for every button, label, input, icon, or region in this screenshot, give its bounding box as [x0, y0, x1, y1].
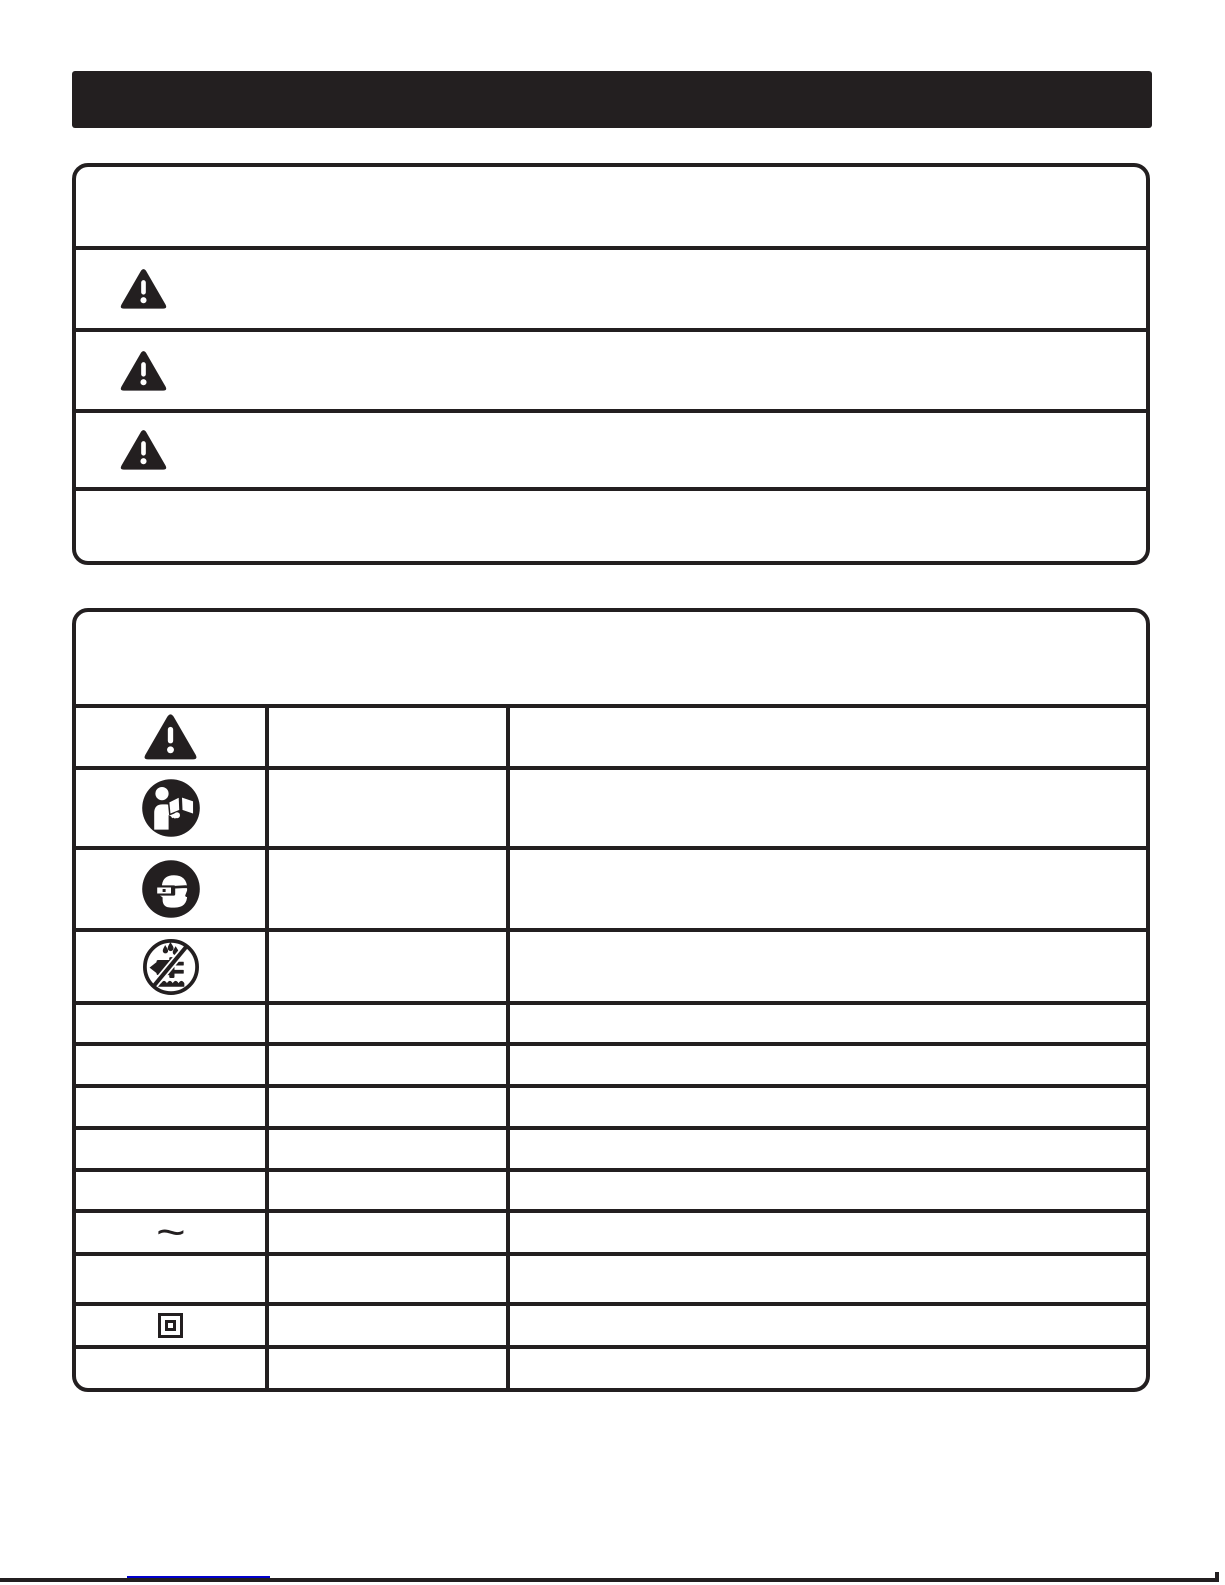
table-row: ~ — [76, 1207, 1146, 1257]
name-cell — [269, 1088, 510, 1126]
symbol-cell — [76, 850, 269, 928]
name-cell — [269, 1130, 510, 1168]
table-row — [76, 846, 1146, 928]
name-cell — [269, 1256, 510, 1302]
name-cell — [269, 1306, 510, 1345]
page-edge-corner-tick — [1215, 1572, 1219, 1578]
class-ii-inner-square — [165, 1320, 176, 1331]
warning-row — [76, 409, 1146, 487]
table-row — [76, 928, 1146, 1001]
symbol-cell — [76, 708, 269, 766]
symbol-cell: ~ — [76, 1207, 269, 1257]
table-row — [76, 1345, 1146, 1388]
name-cell — [269, 1349, 510, 1388]
symbols-table-header — [76, 612, 1146, 704]
safety-alert-triangle-icon — [120, 430, 167, 470]
table-row — [76, 1168, 1146, 1209]
safety-alert-triangle-icon — [144, 714, 197, 760]
warning-row — [76, 328, 1146, 409]
designation-cell — [510, 1172, 1146, 1209]
warning-row — [76, 246, 1146, 328]
designation-cell — [510, 1213, 1146, 1252]
symbol-cell — [76, 770, 269, 846]
name-cell — [269, 932, 510, 1001]
read-operators-manual-icon — [140, 778, 201, 838]
symbol-cell — [76, 1349, 269, 1388]
table-row — [76, 704, 1146, 766]
name-cell — [269, 770, 510, 846]
page-edge-line — [0, 1572, 1219, 1582]
name-cell — [269, 1046, 510, 1084]
designation-cell — [510, 1256, 1146, 1302]
name-cell — [269, 850, 510, 928]
table-row — [76, 1042, 1146, 1084]
designation-cell — [510, 1046, 1146, 1084]
symbol-cell — [76, 1088, 269, 1126]
designation-cell — [510, 708, 1146, 766]
designation-cell — [510, 1005, 1146, 1042]
notice-intro — [76, 167, 1146, 246]
designation-cell — [510, 1130, 1146, 1168]
table-row — [76, 1126, 1146, 1168]
designation-cell — [510, 770, 1146, 846]
table-row — [76, 1302, 1146, 1345]
table-row — [76, 1252, 1146, 1302]
symbols-table: ~ — [72, 608, 1150, 1392]
symbol-cell — [76, 1256, 269, 1302]
symbol-cell — [76, 1130, 269, 1168]
section-title-bar — [72, 71, 1152, 128]
symbol-cell — [76, 1306, 269, 1345]
class-ii-double-insulated-icon — [158, 1313, 183, 1338]
warning-notice-box — [72, 163, 1150, 565]
designation-cell — [510, 932, 1146, 1001]
safety-alert-triangle-icon — [120, 269, 167, 309]
safety-alert-triangle-icon — [120, 350, 167, 391]
symbol-cell — [76, 1005, 269, 1042]
name-cell — [269, 708, 510, 766]
name-cell — [269, 1172, 510, 1209]
symbol-cell — [76, 1172, 269, 1209]
table-row — [76, 1084, 1146, 1126]
name-cell — [269, 1005, 510, 1042]
table-row — [76, 1001, 1146, 1042]
designation-cell — [510, 1349, 1146, 1388]
table-row — [76, 766, 1146, 846]
designation-cell — [510, 1306, 1146, 1345]
notice-note — [76, 487, 1146, 561]
symbol-cell — [76, 1046, 269, 1084]
designation-cell — [510, 850, 1146, 928]
symbol-cell — [76, 932, 269, 1001]
footer-link[interactable] — [127, 1560, 270, 1579]
alternating-current-symbol: ~ — [155, 1207, 186, 1257]
eye-protection-icon — [140, 859, 201, 919]
name-cell — [269, 1213, 510, 1252]
designation-cell — [510, 1088, 1146, 1126]
wet-conditions-alert-icon — [142, 938, 200, 996]
